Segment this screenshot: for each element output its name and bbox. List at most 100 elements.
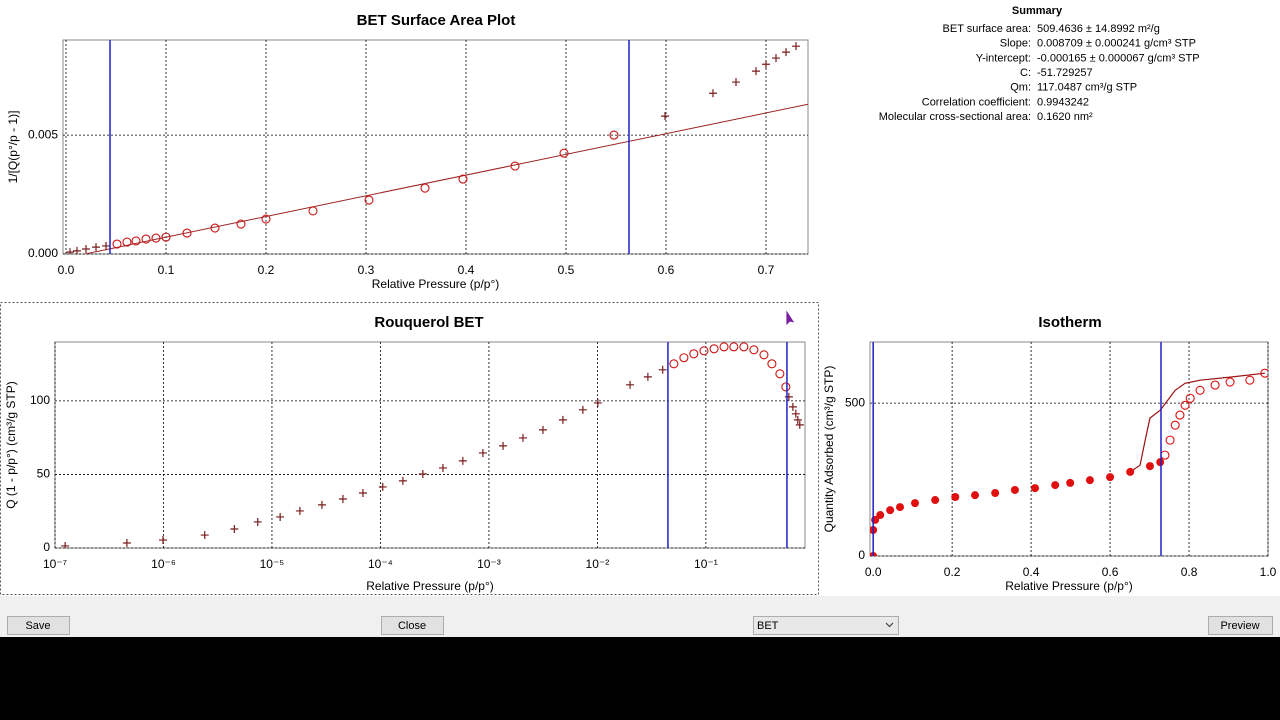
filled-point xyxy=(911,499,920,508)
summary-value: -51.729257 xyxy=(1037,67,1093,79)
circle-point xyxy=(1245,375,1255,385)
circle-point xyxy=(131,236,141,246)
filled-point xyxy=(1051,481,1060,490)
plus-point xyxy=(709,89,717,98)
x-axis-label: Relative Pressure (p/p°) xyxy=(372,277,500,291)
plus-point xyxy=(230,525,239,534)
filled-point xyxy=(1156,458,1165,467)
plus-point xyxy=(92,243,100,252)
filled-point xyxy=(1106,473,1115,482)
desktop-background xyxy=(0,637,1280,720)
y-tick-label: 50 xyxy=(37,467,51,481)
x-axis-label: Relative Pressure (p/p°) xyxy=(366,579,494,593)
preview-button[interactable]: Preview xyxy=(1208,616,1273,635)
x-tick-label: 1.0 xyxy=(1260,565,1277,579)
filled-point xyxy=(991,489,1000,498)
filled-point xyxy=(951,492,960,501)
circle-point xyxy=(308,206,318,216)
y-tick-label: 0.005 xyxy=(28,127,58,141)
filled-point xyxy=(1010,485,1019,494)
x-tick-label: 0.7 xyxy=(758,263,775,277)
summary-value: -0.000165 ± 0.000067 g/cm³ STP xyxy=(1037,52,1200,64)
close-label: Close xyxy=(398,620,426,632)
circle-point xyxy=(699,346,709,356)
dropdown-chevron xyxy=(885,622,894,628)
plot-frame xyxy=(54,341,806,549)
summary-label: Slope: xyxy=(1000,38,1031,50)
plus-point xyxy=(499,441,508,450)
filled-point xyxy=(1145,462,1154,471)
y-axis-label: 1/[Q(p°/p - 1)] xyxy=(6,111,20,184)
plus-point xyxy=(358,488,367,497)
summary-value: 0.008709 ± 0.000241 g/cm³ STP xyxy=(1037,38,1196,50)
plus-point xyxy=(791,409,800,418)
filled-point xyxy=(1031,484,1040,493)
x-tick-label: 10⁻² xyxy=(586,557,610,571)
circle-point xyxy=(141,234,151,244)
chart-title: BET Surface Area Plot xyxy=(357,12,516,29)
plus-point xyxy=(295,506,304,515)
plus-point xyxy=(73,246,81,254)
plus-point xyxy=(61,541,70,548)
plus-point xyxy=(626,380,635,389)
circle-point xyxy=(1195,385,1205,395)
chart: Isotherm Relative Pressure (p/p°) Quantity… xyxy=(822,314,1276,593)
plus-point xyxy=(276,512,285,521)
plus-point xyxy=(159,536,168,545)
plus-point xyxy=(795,420,804,429)
summary-panel: BET surface area: 509.4636 ± 14.8992 m²/g… xyxy=(879,23,1200,123)
plus-point xyxy=(438,463,447,472)
fit-line xyxy=(82,103,808,254)
plus-point xyxy=(593,398,602,407)
circle-point xyxy=(1175,410,1185,420)
y-tick-label: 100 xyxy=(30,393,50,407)
close-button[interactable]: Close xyxy=(381,616,444,635)
circle-point xyxy=(1260,368,1268,378)
selected-panel-border xyxy=(0,302,819,595)
filled-point xyxy=(1126,467,1135,476)
plot-area xyxy=(61,342,804,548)
summary-title: Summary xyxy=(1012,5,1063,17)
plus-point xyxy=(788,402,797,411)
method-select[interactable]: BET xyxy=(753,616,899,635)
plus-point xyxy=(518,433,527,442)
chart: Rouquerol BET Relative Pressure (p/p°) Q (… xyxy=(4,314,806,593)
circle-point xyxy=(161,232,171,242)
method-select-value: BET xyxy=(757,620,779,632)
y-tick-label: 500 xyxy=(845,395,865,409)
plus-point xyxy=(782,48,790,57)
plus-point xyxy=(793,415,802,424)
filled-point xyxy=(971,491,980,500)
save-button[interactable]: Save xyxy=(7,616,70,635)
plus-point xyxy=(253,517,262,526)
plus-point xyxy=(458,456,467,465)
summary-value: 117.0487 cm³/g STP xyxy=(1037,82,1137,94)
x-tick-label: 0.2 xyxy=(258,263,275,277)
circle-point xyxy=(739,342,749,352)
plus-point xyxy=(200,531,209,540)
y-axis-label: Q (1 - p/p°) (cm³/g STP) xyxy=(4,381,18,508)
button-bar xyxy=(0,596,1280,637)
circle-point xyxy=(364,195,374,205)
filled-point xyxy=(876,511,885,520)
x-axis-label: Relative Pressure (p/p°) xyxy=(1005,579,1133,593)
filled-point xyxy=(1085,476,1094,485)
plus-point xyxy=(661,112,669,121)
plus-point xyxy=(66,248,74,254)
x-tick-label: 10⁻⁴ xyxy=(368,557,393,571)
report-area xyxy=(0,0,1280,596)
summary-label: C: xyxy=(1020,67,1031,79)
x-tick-label: 10⁻⁷ xyxy=(43,557,67,571)
x-tick-label: 0.4 xyxy=(458,263,475,277)
summary-label: Y-intercept: xyxy=(976,52,1031,64)
circle-point xyxy=(559,148,569,158)
circle-point xyxy=(767,359,777,369)
plus-point xyxy=(752,67,760,76)
plot-frame xyxy=(869,341,1269,557)
x-tick-label: 0.5 xyxy=(558,263,575,277)
filled-point xyxy=(931,496,940,505)
plus-point xyxy=(784,392,793,401)
x-tick-label: 10⁻¹ xyxy=(694,557,718,571)
summary-label: Correlation coefficient: xyxy=(922,96,1031,108)
